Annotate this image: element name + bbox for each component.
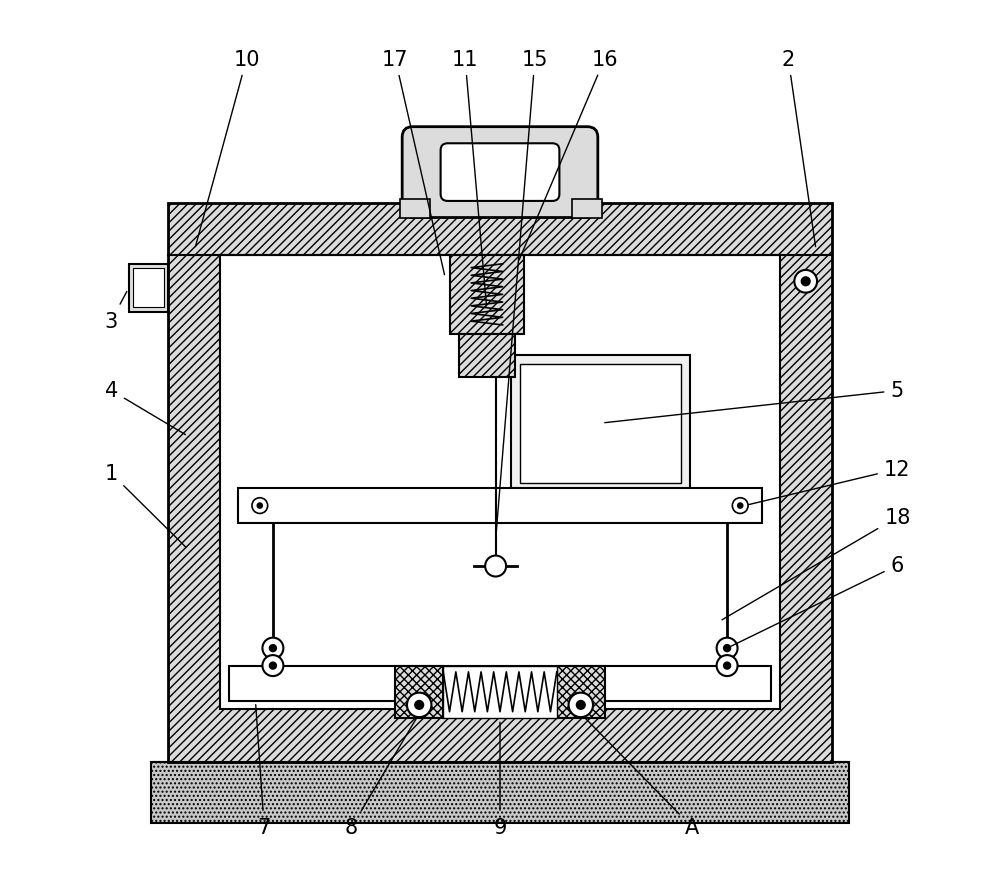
Circle shape [732, 498, 748, 514]
Circle shape [407, 693, 431, 717]
Text: 11: 11 [452, 49, 487, 306]
Text: 5: 5 [605, 381, 904, 423]
Text: 10: 10 [195, 49, 260, 248]
Circle shape [576, 701, 585, 709]
Circle shape [801, 277, 810, 286]
Circle shape [717, 655, 738, 676]
Bar [572, 200, 602, 220]
Bar [168, 204, 832, 762]
Text: 12: 12 [749, 459, 911, 505]
FancyBboxPatch shape [441, 144, 559, 202]
Bar [400, 200, 430, 220]
Text: 16: 16 [519, 49, 618, 261]
Circle shape [262, 655, 283, 676]
Bar [557, 666, 605, 718]
Circle shape [794, 270, 817, 293]
Circle shape [485, 556, 506, 577]
Text: 17: 17 [382, 49, 444, 276]
Circle shape [724, 645, 731, 651]
Circle shape [252, 498, 268, 514]
Bar [238, 488, 762, 523]
Bar [450, 255, 524, 335]
Text: 4: 4 [105, 381, 185, 435]
Text: 18: 18 [722, 507, 911, 620]
Bar [459, 335, 515, 378]
Circle shape [717, 638, 738, 658]
Circle shape [724, 662, 731, 669]
Circle shape [262, 638, 283, 658]
Bar [151, 762, 849, 823]
Circle shape [269, 645, 276, 651]
Bar [229, 666, 771, 701]
Text: 9: 9 [493, 723, 507, 838]
Bar [220, 255, 780, 709]
Circle shape [738, 503, 743, 508]
Bar [133, 269, 164, 308]
Circle shape [415, 701, 424, 709]
Circle shape [269, 662, 276, 669]
Circle shape [569, 693, 593, 717]
Bar [511, 356, 690, 492]
Bar [443, 666, 557, 718]
Text: 6: 6 [731, 556, 904, 646]
Text: 7: 7 [256, 705, 271, 838]
Text: 1: 1 [105, 464, 186, 548]
Text: 2: 2 [782, 49, 816, 248]
FancyBboxPatch shape [402, 127, 598, 219]
Text: 15: 15 [496, 49, 548, 536]
Text: A: A [584, 716, 699, 838]
Bar [520, 364, 681, 483]
Bar [129, 264, 168, 313]
Text: 8: 8 [345, 717, 417, 838]
Bar [395, 666, 443, 718]
Circle shape [257, 503, 262, 508]
Text: 3: 3 [105, 292, 127, 331]
